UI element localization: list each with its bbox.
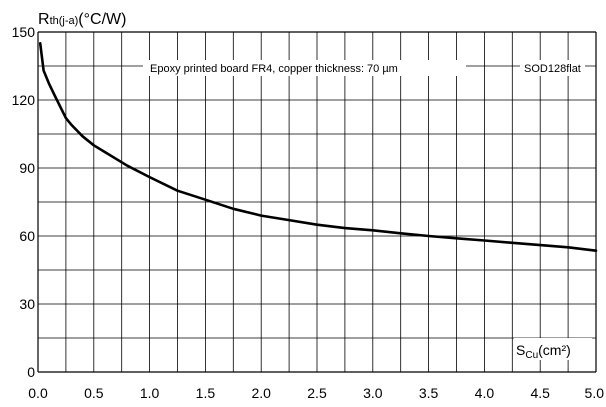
condition-annotation: Epoxy printed board FR4, copper thicknes… <box>150 63 398 75</box>
y-tick-label: 150 <box>12 24 36 40</box>
package-annotation: SOD128flat <box>524 63 581 75</box>
x-tick-label: 2.0 <box>251 385 271 401</box>
x-tick-label: 0.0 <box>28 385 48 401</box>
x-tick-labels: 0.0 0.5 1.0 1.5 2.0 2.5 3.0 3.5 4.0 4.5 5.0 <box>28 385 604 401</box>
x-axis-label-unit: (cm²) <box>538 342 571 358</box>
x-axis-label: SCu(cm²) <box>516 342 571 361</box>
x-tick-label: 0.5 <box>84 385 104 401</box>
condition-annotation-box <box>143 60 466 76</box>
x-axis-label-main: S <box>516 342 525 358</box>
x-tick-label: 5.0 <box>585 385 605 401</box>
y-tick-labels: 0 30 60 90 120 150 <box>12 24 36 380</box>
x-tick-label: 4.5 <box>530 385 550 401</box>
y-tick-label: 120 <box>12 92 36 108</box>
y-axis-label-unit: (°C/W) <box>78 11 126 28</box>
y-tick-label: 60 <box>19 228 35 244</box>
x-tick-label: 3.0 <box>363 385 383 401</box>
y-tick-label: 90 <box>19 160 35 176</box>
package-annotation-box <box>520 60 585 76</box>
x-tick-label: 1.0 <box>140 385 160 401</box>
x-axis-label-box <box>514 338 592 360</box>
series-group <box>38 41 598 252</box>
y-tick-label: 30 <box>19 296 35 312</box>
series-line <box>38 41 598 252</box>
x-tick-label: 3.5 <box>419 385 439 401</box>
x-tick-label: 2.5 <box>307 385 327 401</box>
y-axis-label-sub: th(j-a) <box>50 15 79 27</box>
y-axis-label: Rth(j-a)(°C/W) <box>38 11 126 28</box>
y-axis-label-main: R <box>38 11 50 28</box>
x-tick-label: 1.5 <box>196 385 216 401</box>
x-tick-label: 4.0 <box>475 385 495 401</box>
x-axis-label-sub: Cu <box>525 350 538 361</box>
y-tick-label: 0 <box>27 364 35 380</box>
grid <box>37 31 597 373</box>
